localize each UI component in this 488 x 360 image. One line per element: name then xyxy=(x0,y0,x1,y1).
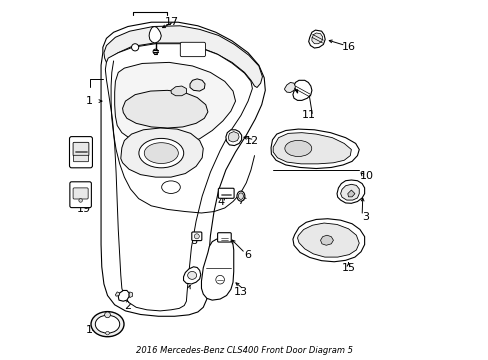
Circle shape xyxy=(194,234,199,239)
Ellipse shape xyxy=(144,143,178,163)
Text: 16: 16 xyxy=(341,42,355,51)
Text: 18: 18 xyxy=(77,156,91,166)
Text: 6: 6 xyxy=(244,250,251,260)
FancyBboxPatch shape xyxy=(70,182,91,208)
Ellipse shape xyxy=(91,312,124,337)
Polygon shape xyxy=(273,133,351,164)
Polygon shape xyxy=(225,130,241,145)
FancyBboxPatch shape xyxy=(191,232,202,240)
FancyBboxPatch shape xyxy=(69,136,92,168)
Text: 10: 10 xyxy=(359,171,373,181)
Polygon shape xyxy=(149,27,161,43)
Text: 3: 3 xyxy=(362,212,368,221)
Ellipse shape xyxy=(237,191,244,201)
Polygon shape xyxy=(122,90,207,128)
FancyBboxPatch shape xyxy=(217,233,231,242)
Polygon shape xyxy=(101,22,265,316)
Polygon shape xyxy=(115,62,235,146)
Text: 11: 11 xyxy=(302,111,315,121)
Text: 4: 4 xyxy=(217,197,224,207)
Polygon shape xyxy=(320,235,333,245)
Text: 17: 17 xyxy=(164,17,179,27)
FancyBboxPatch shape xyxy=(180,42,205,57)
Text: 19: 19 xyxy=(77,204,91,215)
Text: 13: 13 xyxy=(233,287,247,297)
Circle shape xyxy=(79,199,82,202)
Circle shape xyxy=(215,275,224,284)
Polygon shape xyxy=(118,291,129,301)
Ellipse shape xyxy=(139,138,183,168)
Text: 1: 1 xyxy=(86,96,93,106)
Circle shape xyxy=(153,49,158,54)
Circle shape xyxy=(131,44,139,51)
Text: 14: 14 xyxy=(86,325,100,335)
Polygon shape xyxy=(121,128,203,177)
FancyBboxPatch shape xyxy=(73,155,88,162)
FancyBboxPatch shape xyxy=(218,188,234,198)
Polygon shape xyxy=(297,223,359,257)
Text: 7: 7 xyxy=(236,196,243,206)
Polygon shape xyxy=(201,238,233,300)
Text: 12: 12 xyxy=(244,136,258,146)
Polygon shape xyxy=(171,86,186,96)
Polygon shape xyxy=(292,219,364,262)
Text: 9: 9 xyxy=(298,144,305,154)
Polygon shape xyxy=(104,26,262,87)
Text: 2016 Mercedes-Benz CLS400 Front Door Diagram 5: 2016 Mercedes-Benz CLS400 Front Door Dia… xyxy=(136,346,352,355)
Text: 8: 8 xyxy=(190,236,197,246)
Polygon shape xyxy=(336,180,364,203)
Polygon shape xyxy=(183,267,201,284)
Polygon shape xyxy=(347,190,354,197)
Polygon shape xyxy=(190,79,204,91)
Text: 2: 2 xyxy=(124,301,131,311)
Polygon shape xyxy=(105,44,252,311)
Polygon shape xyxy=(270,129,359,168)
FancyBboxPatch shape xyxy=(73,188,88,199)
Circle shape xyxy=(105,331,109,335)
Ellipse shape xyxy=(187,271,196,279)
Polygon shape xyxy=(292,80,311,100)
Ellipse shape xyxy=(285,140,311,157)
Polygon shape xyxy=(340,184,359,200)
Polygon shape xyxy=(308,30,325,48)
Polygon shape xyxy=(284,82,295,93)
Circle shape xyxy=(104,312,110,318)
Text: 15: 15 xyxy=(341,263,355,273)
Ellipse shape xyxy=(162,181,180,193)
Polygon shape xyxy=(129,292,132,298)
Polygon shape xyxy=(311,33,322,44)
Ellipse shape xyxy=(95,315,120,333)
Polygon shape xyxy=(115,292,120,296)
Polygon shape xyxy=(228,132,239,142)
FancyBboxPatch shape xyxy=(73,142,89,156)
Ellipse shape xyxy=(238,193,243,199)
Text: 5: 5 xyxy=(180,285,186,296)
